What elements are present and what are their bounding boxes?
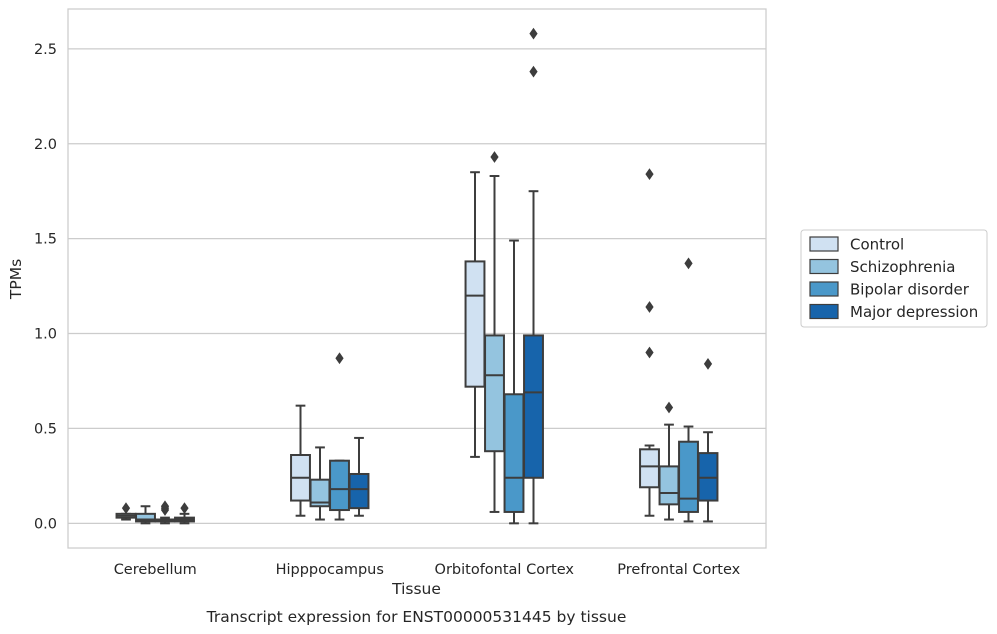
y-tick-labels: 0.0 0.5 1.0 1.5 2.0 2.5 — [34, 42, 57, 532]
box-1-0 — [290, 404, 311, 517]
box-3-1 — [658, 401, 680, 521]
outlier-point — [703, 358, 713, 370]
plot-frame — [67, 8, 767, 549]
box-0-2 — [154, 500, 176, 525]
legend-label: Bipolar disorder — [850, 281, 970, 299]
outlier-point — [664, 401, 674, 414]
outlier-point — [684, 257, 693, 270]
box-1-3 — [348, 436, 370, 517]
legend-label: Control — [850, 236, 904, 254]
box-2-3 — [523, 27, 544, 525]
box-3-0 — [639, 168, 660, 517]
outlier-point — [529, 27, 538, 40]
legend-label: Major depression — [850, 303, 978, 321]
box-1-1 — [309, 446, 331, 521]
y-tick-label: 2.5 — [34, 42, 57, 58]
y-tick-label: 0.0 — [34, 516, 57, 532]
box-body — [503, 393, 525, 513]
box-body — [523, 334, 544, 479]
legend: Control Schizophrenia Bipolar disorder Majo… — [800, 229, 988, 328]
legend-swatch — [809, 258, 839, 275]
box-2-2 — [503, 239, 525, 525]
legend-swatch — [809, 281, 839, 297]
box-3-2 — [678, 257, 699, 523]
box-2-1 — [484, 151, 505, 513]
x-tick-label: Hipppocampus — [276, 562, 384, 578]
box-body — [135, 512, 156, 523]
x-axis-label: Tissue — [391, 580, 441, 598]
box-3-3 — [697, 358, 719, 523]
y-tick-label: 1.5 — [34, 232, 57, 248]
box-0-0 — [115, 502, 137, 521]
legend-swatch — [809, 236, 839, 252]
y-tick-label: 2.0 — [34, 137, 57, 153]
box-body — [658, 465, 680, 506]
chart-caption: Transcript expression for ENST0000053144… — [206, 608, 627, 626]
x-tick-label: Cerebellum — [114, 562, 197, 578]
outlier-point — [645, 168, 654, 180]
box-0-3 — [174, 502, 195, 525]
outlier-point — [490, 151, 499, 163]
box-body — [464, 260, 486, 388]
legend-swatch — [809, 303, 839, 320]
legend-frame — [800, 229, 988, 328]
y-tick-label: 0.5 — [34, 421, 57, 437]
legend-label: Schizophrenia — [850, 258, 955, 276]
outlier-point — [529, 65, 538, 78]
legend-items: Control Schizophrenia Bipolar disorder Majo… — [809, 236, 978, 321]
gridlines — [68, 48, 766, 524]
box-body — [639, 448, 660, 489]
box-2-0 — [464, 171, 486, 458]
box-body — [329, 459, 350, 512]
outlier-point — [645, 301, 654, 313]
box-0-1 — [135, 505, 156, 525]
box-1-2 — [329, 352, 350, 521]
y-tick-label: 1.0 — [34, 327, 57, 343]
outlier-point — [335, 352, 344, 365]
outlier-point — [645, 346, 654, 359]
outlier-point — [121, 502, 131, 515]
outlier-point — [160, 500, 170, 513]
box-body — [348, 472, 370, 510]
box-body — [484, 334, 505, 453]
x-tick-label: Prefrontal Cortex — [617, 562, 740, 578]
box-body — [678, 440, 699, 513]
outlier-point — [180, 502, 189, 515]
x-tick-label: Orbitofontal Cortex — [435, 562, 575, 578]
box-layer — [115, 27, 719, 525]
x-tick-labels: Cerebellum Hipppocampus Orbitofontal Corte… — [114, 562, 741, 578]
y-axis-label: TPMs — [7, 259, 25, 300]
